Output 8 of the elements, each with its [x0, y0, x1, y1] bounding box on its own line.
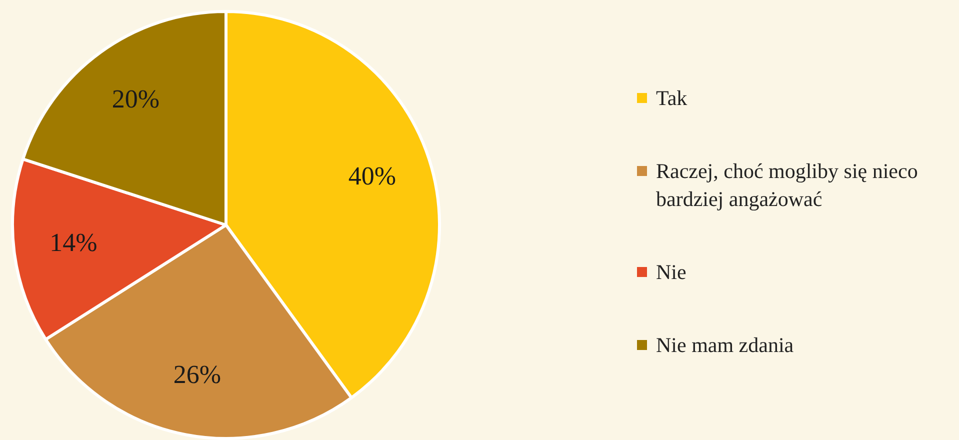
legend-label: Tak	[656, 85, 688, 112]
data-label: 20%	[112, 84, 160, 114]
data-label: 26%	[173, 360, 222, 389]
data-label: 40%	[348, 161, 396, 190]
data-label: 14%	[50, 228, 98, 258]
legend-label: Raczej, choć mogliby się nieco bardziej angażować	[656, 158, 919, 213]
legend-label: Nie mam zdania	[656, 332, 794, 359]
legend-label: Nie	[656, 259, 686, 286]
